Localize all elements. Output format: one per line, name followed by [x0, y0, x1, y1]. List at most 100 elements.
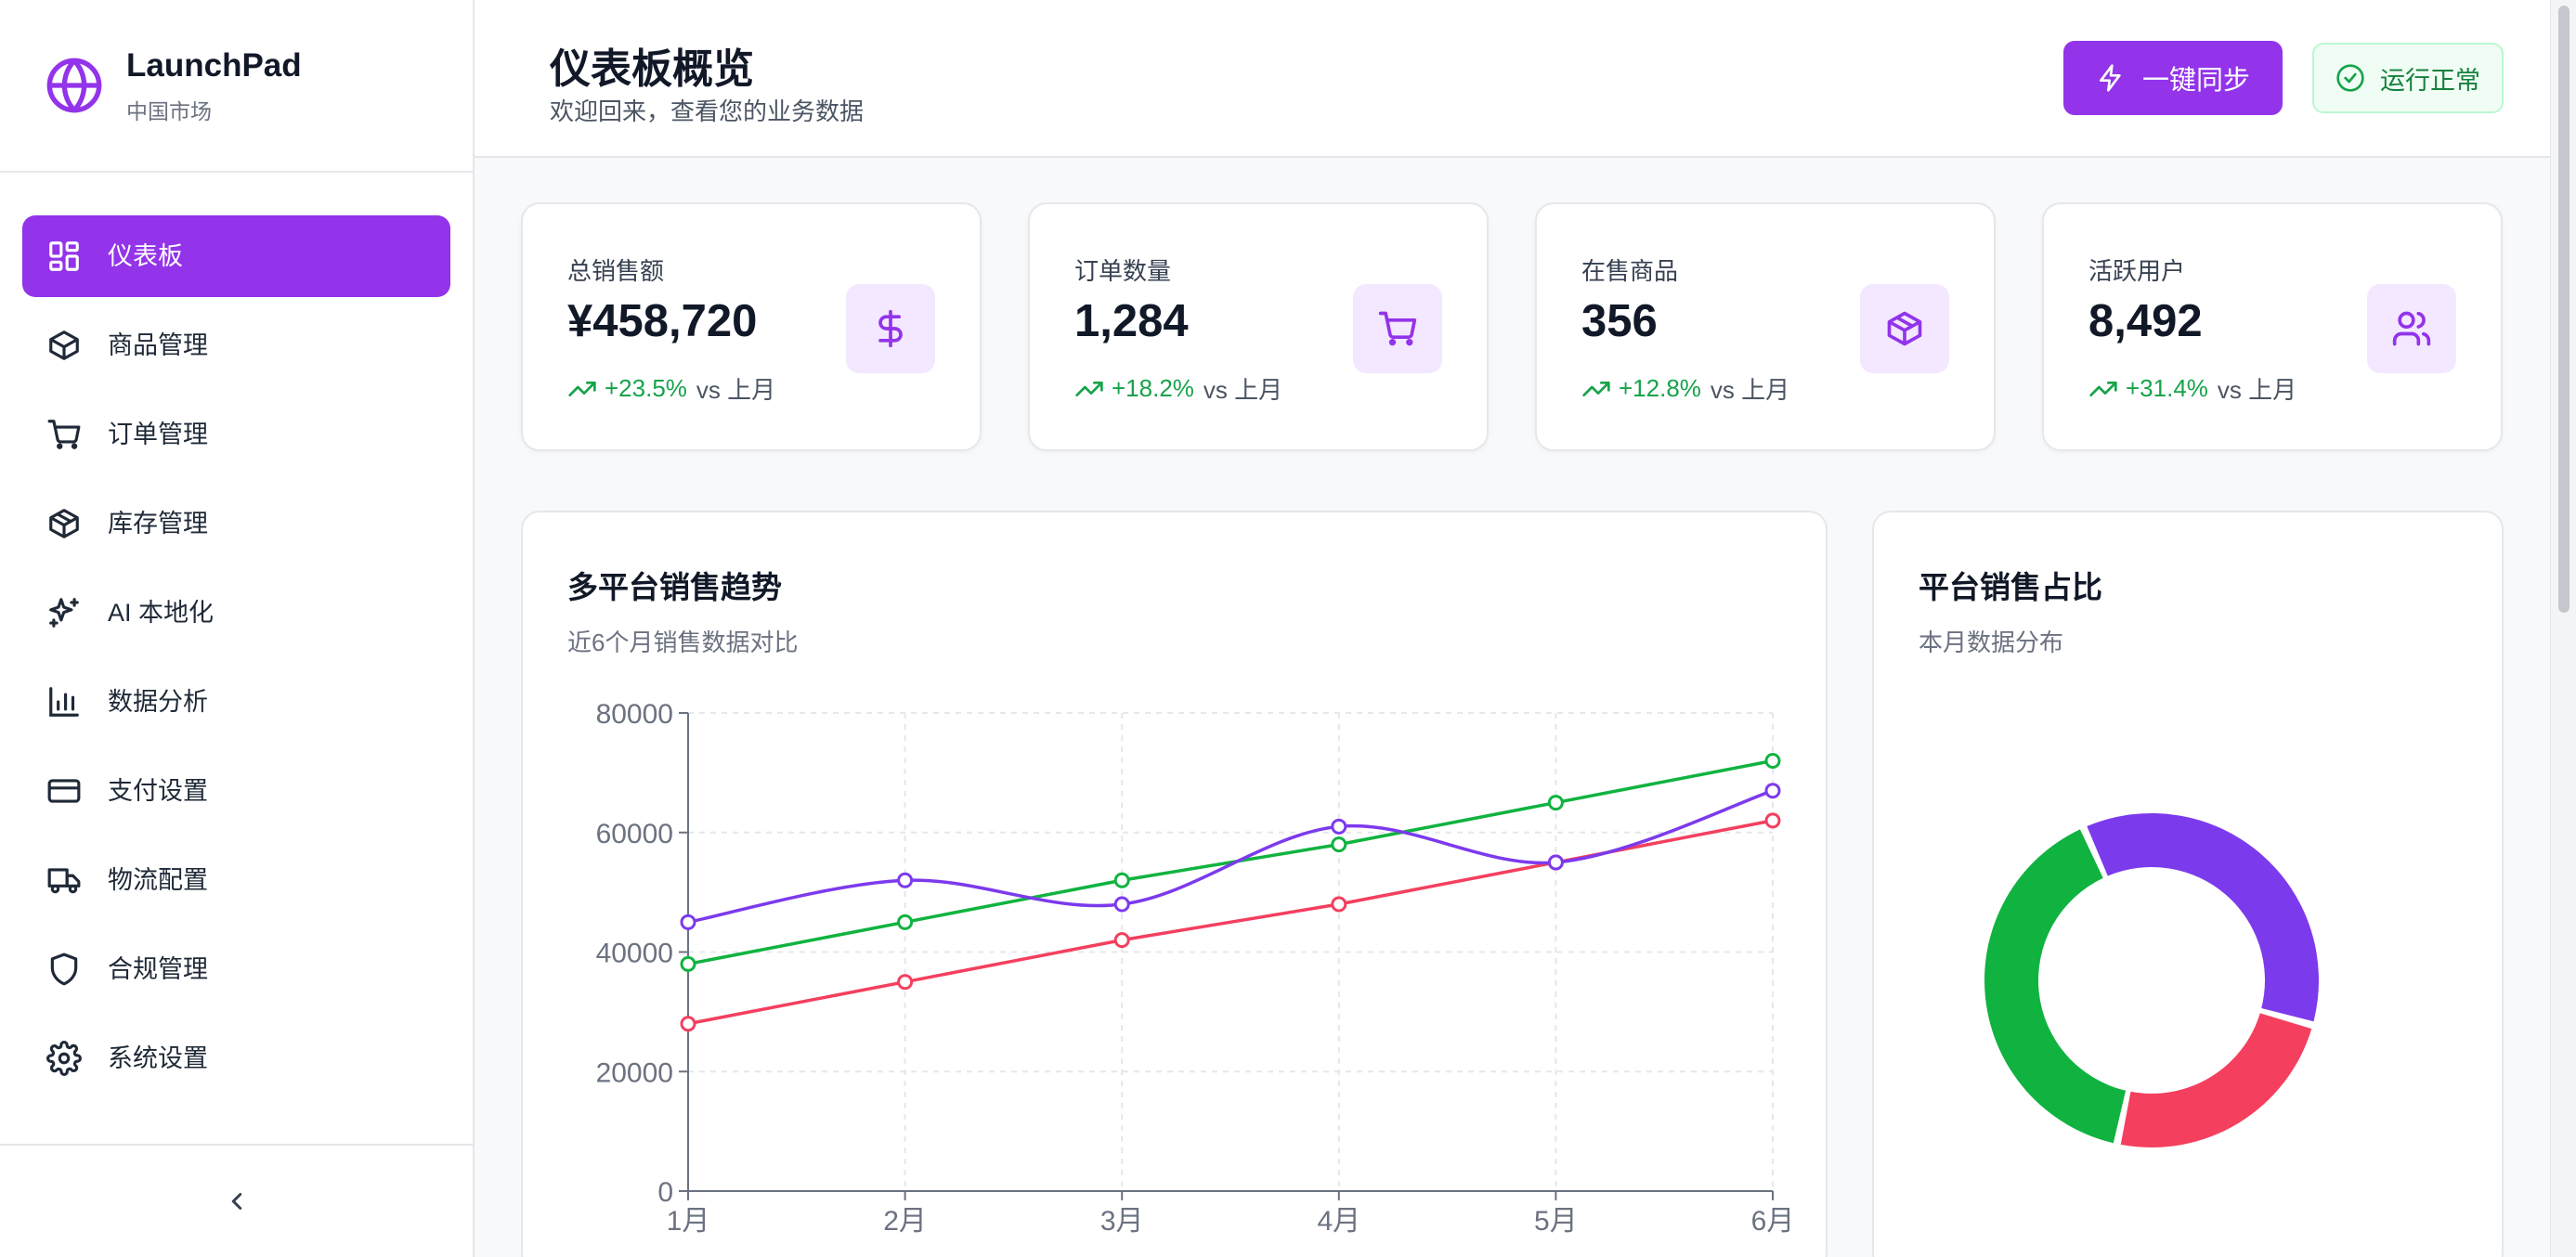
- sidebar-item-inventory[interactable]: 库存管理: [22, 483, 450, 564]
- dashboard-icon: [49, 241, 79, 271]
- page-title: 仪表板概览: [550, 46, 754, 92]
- stat-card-sales: 总销售额 ¥458,720 +23.5% vs 上月: [521, 202, 982, 451]
- series-point: [680, 955, 696, 972]
- brand-subtitle: 中国市场: [126, 99, 212, 123]
- sidebar-item-logistics[interactable]: 物流配置: [22, 839, 450, 921]
- stat-value: 8,492: [2088, 296, 2203, 346]
- donut-slice: [1984, 829, 2127, 1144]
- y-tick-label: 60000: [596, 819, 673, 849]
- card-subtitle: 近6个月销售数据对比: [567, 628, 799, 656]
- trend-reference: vs 上月: [696, 376, 776, 404]
- x-tick-label: 5月: [1534, 1206, 1578, 1237]
- sidebar-item-label: 订单管理: [108, 421, 208, 448]
- sidebar-item-label: 数据分析: [108, 688, 208, 716]
- sync-button[interactable]: 一键同步: [2063, 41, 2283, 115]
- sidebar-item-label: 系统设置: [108, 1044, 208, 1072]
- stat-label: 在售商品: [1581, 257, 1679, 285]
- sales-trend-line-chart: 0 20000 40000 60000 80000 1月 2月 3月 4月 5月 6月: [596, 699, 1795, 1237]
- platform-share-card: 平台销售占比 本月数据分布: [1872, 511, 2504, 1257]
- donut-slice: [2120, 1013, 2312, 1147]
- sidebar-item-ai-localization[interactable]: AI 本地化: [22, 572, 450, 654]
- status-badge: 运行正常: [2312, 43, 2504, 113]
- series-point: [1331, 836, 1347, 853]
- trending-up-icon: [1075, 381, 1103, 396]
- sidebar-item-dashboard[interactable]: 仪表板: [22, 215, 450, 297]
- box-icon: [49, 509, 79, 538]
- stat-icon-wrap: [2367, 284, 2456, 373]
- sidebar-item-label: 支付设置: [108, 777, 208, 805]
- series-point: [1113, 872, 1130, 888]
- sidebar-item-products[interactable]: 商品管理: [22, 305, 450, 386]
- sidebar-item-label: AI 本地化: [108, 599, 215, 627]
- series-line: [687, 789, 1774, 925]
- sidebar-item-payment[interactable]: 支付设置: [22, 750, 450, 832]
- stat-label: 活跃用户: [2088, 257, 2186, 285]
- trend-value: +31.4%: [2126, 374, 2208, 402]
- y-tick-label: 40000: [596, 939, 673, 969]
- card-subtitle: 本月数据分布: [1919, 628, 2064, 656]
- sidebar-item-label: 库存管理: [108, 510, 208, 538]
- sales-trend-card: 多平台销售趋势 近6个月销售数据对比 0 20000 40000 60000 80000…: [521, 511, 1828, 1257]
- series-point: [897, 974, 914, 991]
- stat-trend: +12.8% vs 上月: [1581, 371, 1789, 406]
- series-point: [1331, 818, 1347, 835]
- globe-icon: [46, 58, 102, 113]
- sidebar-item-compliance[interactable]: 合规管理: [22, 928, 450, 1010]
- package-icon: [49, 330, 79, 360]
- brand-name: LaunchPad: [126, 47, 302, 84]
- page-subtitle: 欢迎回来，查看您的业务数据: [550, 97, 865, 125]
- trend-reference: vs 上月: [1710, 376, 1790, 404]
- stat-icon-wrap: [1353, 284, 1442, 373]
- trend-value: +23.5%: [605, 374, 687, 402]
- bar-chart-icon: [49, 687, 79, 717]
- stat-label: 总销售额: [567, 257, 665, 285]
- series-point: [1764, 783, 1781, 799]
- stat-icon-wrap: [846, 284, 935, 373]
- users-icon: [2392, 311, 2431, 346]
- series-point: [897, 872, 914, 888]
- platform-share-donut-chart: [1984, 813, 2319, 1147]
- stat-label: 订单数量: [1074, 257, 1172, 285]
- package-icon: [1887, 311, 1922, 346]
- stat-value: 1,284: [1074, 296, 1189, 346]
- credit-card-icon: [47, 779, 81, 803]
- series-point: [897, 914, 914, 930]
- series-point: [1113, 896, 1130, 913]
- sidebar-item-orders[interactable]: 订单管理: [22, 394, 450, 475]
- sidebar-item-label: 合规管理: [108, 955, 208, 983]
- series-point: [1113, 932, 1130, 949]
- series-point: [680, 914, 696, 930]
- gear-icon: [46, 1041, 82, 1076]
- series-point: [1547, 854, 1564, 871]
- scrollbar-thumb[interactable]: [2558, 6, 2569, 613]
- stat-trend: +23.5% vs 上月: [567, 371, 775, 406]
- stat-trend: +31.4% vs 上月: [2088, 371, 2296, 406]
- sidebar-item-label: 物流配置: [108, 866, 208, 894]
- y-tick-label: 20000: [596, 1057, 673, 1088]
- x-tick-label: 4月: [1317, 1206, 1360, 1237]
- x-tick-label: 2月: [883, 1206, 927, 1237]
- page-scrollbar[interactable]: [2550, 0, 2576, 1257]
- trend-reference: vs 上月: [2217, 376, 2297, 404]
- x-tick-label: 3月: [1100, 1206, 1144, 1237]
- trend-value: +18.2%: [1112, 374, 1194, 402]
- sidebar-item-settings[interactable]: 系统设置: [22, 1017, 450, 1099]
- trending-up-icon: [568, 381, 596, 396]
- sync-button-label: 一键同步: [2141, 66, 2250, 96]
- stat-icon-wrap: [1860, 284, 1949, 373]
- page-header: 仪表板概览 欢迎回来，查看您的业务数据 一键同步 运行正常: [475, 0, 2550, 158]
- check-circle-icon: [2336, 64, 2364, 92]
- sidebar-item-label: 商品管理: [108, 331, 208, 359]
- trend-reference: vs 上月: [1203, 376, 1283, 404]
- stat-card-products: 在售商品 356 +12.8% vs 上月: [1535, 202, 1996, 451]
- series-point: [1764, 812, 1781, 829]
- y-tick-label: 80000: [596, 699, 673, 730]
- stat-value: 356: [1581, 296, 1658, 346]
- series-point: [1331, 896, 1347, 913]
- series-line: [687, 758, 1774, 966]
- lightning-icon: [2099, 64, 2121, 92]
- sidebar-item-analytics[interactable]: 数据分析: [22, 661, 450, 743]
- shield-icon: [50, 952, 78, 986]
- stat-value: ¥458,720: [567, 296, 758, 346]
- collapse-sidebar-button[interactable]: [209, 1173, 265, 1229]
